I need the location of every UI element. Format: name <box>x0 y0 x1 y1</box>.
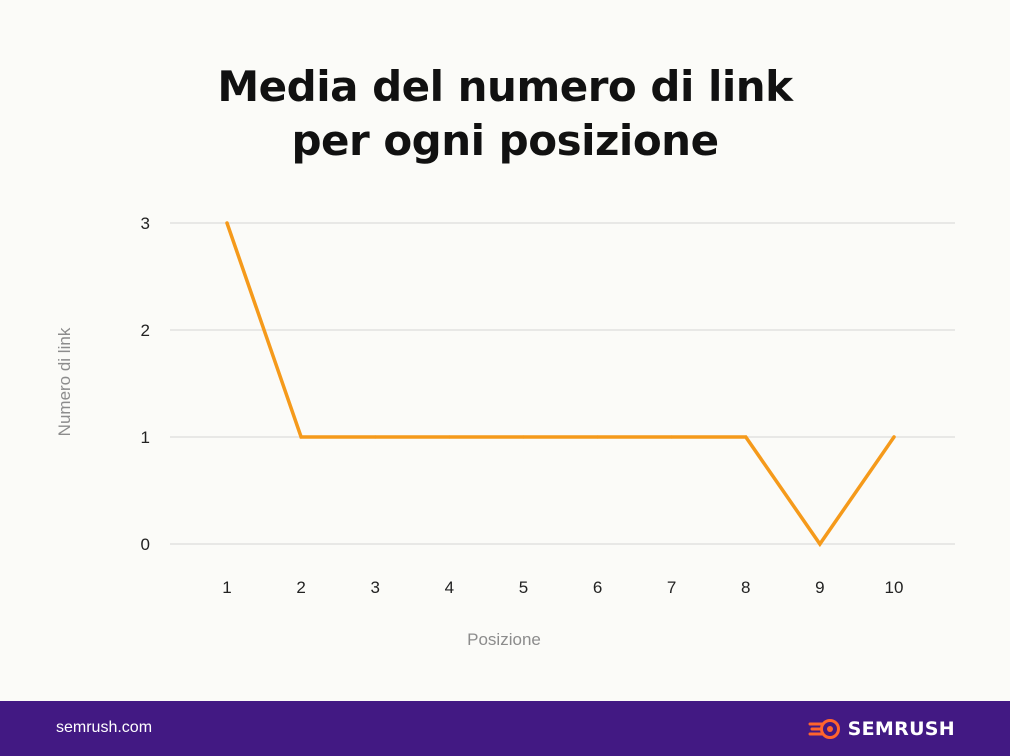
x-tick-label: 8 <box>741 578 750 597</box>
chart-title-line-1: Media del numero di link <box>217 62 793 111</box>
x-axis-label: Posizione <box>467 630 541 649</box>
x-tick-label: 9 <box>815 578 824 597</box>
footer-bar: semrush.com SEMRUSH <box>0 701 1010 756</box>
x-tick-label: 4 <box>445 578 454 597</box>
data-point <box>447 435 451 439</box>
gridlines <box>170 222 955 545</box>
data-point <box>670 435 674 439</box>
x-tick-label: 2 <box>296 578 305 597</box>
x-tick-label: 6 <box>593 578 602 597</box>
x-tick-label: 3 <box>370 578 379 597</box>
x-tick-labels: 1 2 3 4 5 6 7 8 9 10 <box>222 578 903 597</box>
data-point <box>373 435 377 439</box>
x-tick-label: 5 <box>519 578 528 597</box>
y-tick-labels: 0 1 2 3 <box>141 214 150 554</box>
semrush-logo: SEMRUSH <box>808 717 955 741</box>
y-tick-label: 1 <box>141 428 150 447</box>
x-tick-label: 1 <box>222 578 231 597</box>
data-point <box>892 435 896 439</box>
y-axis-label: Numero di link <box>55 327 74 436</box>
x-tick-label: 10 <box>885 578 904 597</box>
data-point <box>595 435 600 439</box>
series-line-0 <box>225 221 896 548</box>
chart-title: Media del numero di link per ogni posizi… <box>0 60 1010 168</box>
semrush-logo-text: SEMRUSH <box>847 718 955 740</box>
y-tick-label: 2 <box>141 321 150 340</box>
series-layer <box>225 221 896 548</box>
semrush-logo-icon <box>808 719 840 739</box>
chart-title-line-2: per ogni posizione <box>291 116 719 165</box>
y-tick-label: 0 <box>141 535 150 554</box>
data-point <box>225 221 229 225</box>
data-point <box>818 542 822 546</box>
y-tick-label: 3 <box>141 214 150 233</box>
data-point <box>299 435 303 439</box>
data-point <box>521 435 526 439</box>
data-point <box>744 435 748 439</box>
line-chart: 0 1 2 3 1 2 3 4 5 6 7 8 9 10 Numero di link Posizion… <box>55 214 955 649</box>
x-tick-label: 7 <box>667 578 676 597</box>
footer-url[interactable]: semrush.com <box>56 719 153 736</box>
